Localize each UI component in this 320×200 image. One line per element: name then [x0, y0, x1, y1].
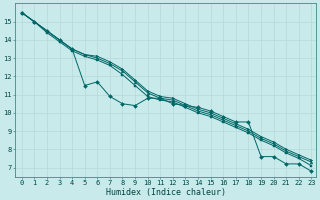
X-axis label: Humidex (Indice chaleur): Humidex (Indice chaleur) — [106, 188, 226, 197]
